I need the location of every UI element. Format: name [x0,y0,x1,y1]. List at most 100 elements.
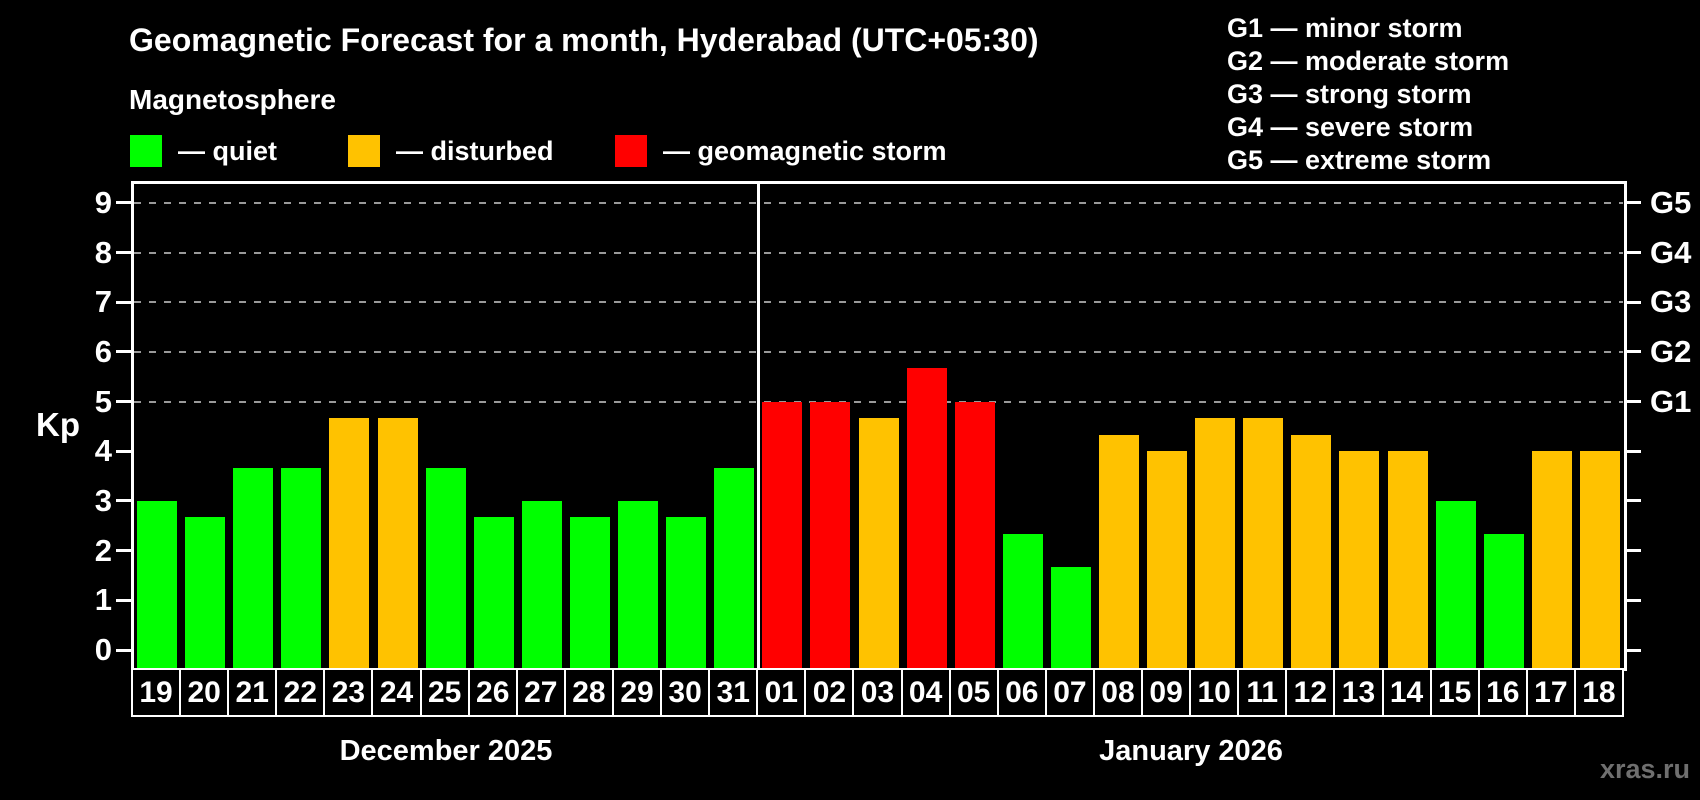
y-tick-label: 6 [94,333,112,369]
left-axis-tick [116,400,133,404]
legend-label-storm: — geomagnetic storm [663,136,947,166]
month-label-december: December 2025 [339,735,553,767]
left-axis-tick [116,251,133,255]
date-cell: 21 [227,668,278,717]
left-axis-tick [116,598,133,602]
kp-bar [1387,451,1428,668]
date-cell: 13 [1333,668,1384,717]
left-axis-tick [116,449,133,453]
right-axis-tick [1624,350,1641,354]
date-cell: 18 [1573,668,1624,717]
grid-line [134,400,1623,403]
date-cell: 22 [275,668,326,717]
date-cell: 04 [900,668,951,717]
y-tick-label: 7 [94,284,112,320]
storm-scale-item: G5 — extreme storm [1227,145,1492,175]
date-cell: 05 [948,668,999,717]
kp-bar [714,467,755,668]
date-cell: 10 [1189,668,1240,717]
storm-scale-item: G4 — severe storm [1227,112,1474,142]
date-cell: 01 [756,668,807,717]
grid-line [134,251,1623,254]
date-cell: 25 [419,668,470,717]
kp-bar [281,467,322,668]
g-scale-label-g3: G3 [1650,284,1692,320]
kp-bar [954,401,995,668]
g-scale-label-g2: G2 [1650,333,1692,369]
watermark: xras.ru [1599,754,1690,784]
kp-bar [425,467,466,668]
kp-bar [1050,567,1091,668]
grid-line [134,201,1623,204]
kp-bar [137,500,178,668]
kp-bar [473,517,514,668]
kp-bar [377,418,418,668]
right-axis-tick [1624,549,1641,553]
left-axis-tick [116,300,133,304]
legend-swatch-disturbed [348,135,380,167]
date-cell: 20 [179,668,230,717]
right-axis-tick [1624,300,1641,304]
month-separator [756,184,760,668]
date-cell: 27 [515,668,566,717]
kp-bar [1098,434,1139,668]
kp-bar [1531,451,1572,668]
kp-bar [1483,534,1524,668]
legend-swatch-quiet [130,135,162,167]
y-tick-label: 5 [94,383,112,419]
kp-bar [1435,500,1476,668]
date-cell: 24 [371,668,422,717]
kp-bar [521,500,562,668]
y-tick-label: 0 [94,632,112,667]
date-cell: 07 [1044,668,1095,717]
right-axis-tick [1624,648,1641,652]
y-tick-label: 1 [94,582,112,618]
kp-bar [1339,451,1380,668]
month-label-january: January 2026 [1099,735,1283,767]
storm-scale-legend: G1 — minor storm G2 — moderate storm G3 — … [1227,12,1509,177]
storm-scale-item: G2 — moderate storm [1227,46,1510,76]
right-axis-tick [1624,201,1641,205]
y-axis-title: Kp [36,406,80,443]
date-cell: 26 [467,668,518,717]
kp-bar [569,517,610,668]
g-scale-label-g4: G4 [1650,234,1692,270]
date-cell: 31 [708,668,759,717]
kp-bar [618,500,659,668]
date-cell: 11 [1237,668,1288,717]
y-tick-label: 8 [94,234,112,270]
kp-bar [185,517,226,668]
kp-bar [858,418,899,668]
date-cell: 23 [323,668,374,717]
date-cell: 16 [1477,668,1528,717]
kp-bar [666,517,707,668]
legend-swatch-storm [615,135,647,167]
kp-bar [1579,451,1620,668]
legend-label-quiet: — quiet [178,136,277,166]
left-axis-tick [116,350,133,354]
grid-line [134,350,1623,353]
kp-bar [1195,418,1236,668]
date-cell: 29 [611,668,663,717]
right-axis-tick [1624,400,1641,404]
date-cell: 12 [1285,668,1336,717]
date-cell: 30 [660,668,711,717]
kp-bar [762,401,803,668]
left-axis-tick [116,499,133,503]
g-scale-label-g1: G1 [1650,383,1692,419]
kp-bar [329,418,370,668]
date-cell: 06 [996,668,1047,717]
chart-title: Geomagnetic Forecast for a month, Hydera… [129,22,1039,58]
kp-bar [1147,451,1188,668]
date-cell: 03 [852,668,903,717]
right-axis-tick [1624,499,1641,503]
magnetosphere-label: Magnetosphere [129,84,336,115]
storm-scale-item: G1 — minor storm [1227,13,1463,43]
right-axis-tick [1624,251,1641,255]
date-cell: 28 [563,668,614,717]
grid-line [134,301,1623,304]
legend-label-disturbed: — disturbed [396,136,554,166]
date-cell: 19 [131,668,182,717]
date-cell: 15 [1429,668,1480,717]
left-axis-tick [116,549,133,553]
